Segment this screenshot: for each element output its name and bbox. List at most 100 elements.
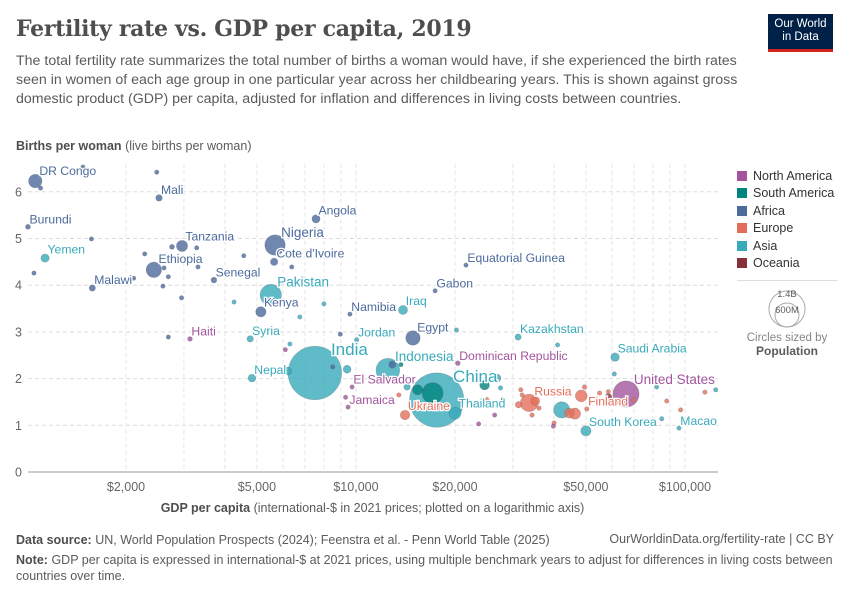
data-point[interactable] [169,244,175,250]
data-point-egypt[interactable] [405,330,421,346]
data-point[interactable] [321,301,327,307]
data-point-jordan[interactable] [354,337,360,343]
data-point-malawi[interactable] [88,284,96,292]
data-point[interactable] [536,405,542,411]
data-point[interactable] [38,185,44,191]
data-point[interactable] [678,407,684,413]
data-point-senegal[interactable] [210,276,218,284]
data-point-macao[interactable] [676,425,682,431]
data-point[interactable] [179,295,185,301]
data-point[interactable] [388,360,397,369]
data-point[interactable] [664,398,670,404]
data-point[interactable] [342,365,352,374]
data-point-saudi-arabia[interactable] [610,352,620,362]
data-point[interactable] [515,401,523,409]
data-point-nigeria[interactable] [264,234,286,256]
data-point[interactable] [702,389,708,395]
data-point[interactable] [194,245,200,251]
data-point-syria[interactable] [246,335,254,343]
data-point[interactable] [343,394,349,400]
data-point[interactable] [529,412,535,418]
data-point-ukraine[interactable] [399,409,411,421]
data-point-haiti[interactable] [187,336,193,342]
legend-item-south-america[interactable]: South America [737,185,834,203]
data-point-finland[interactable] [584,406,590,412]
data-point-ethiopia[interactable] [145,261,162,278]
data-point[interactable] [611,371,617,377]
owid-logo[interactable]: Our World in Data [768,14,833,52]
data-point[interactable] [282,347,288,353]
legend-item-asia[interactable]: Asia [737,237,834,255]
data-point[interactable] [625,418,631,424]
data-point[interactable] [575,389,588,403]
data-point[interactable] [492,412,498,418]
data-point-mali[interactable] [155,194,163,202]
data-point[interactable] [398,362,404,368]
data-point-equatorial-guinea[interactable] [463,262,469,268]
data-point[interactable] [357,348,363,354]
data-point[interactable] [160,283,166,289]
data-point[interactable] [484,397,490,403]
legend-item-north-america[interactable]: North America [737,167,834,185]
data-point[interactable] [337,331,343,337]
data-point[interactable] [530,396,541,406]
data-point-yemen[interactable] [40,253,50,263]
data-point[interactable] [564,407,575,419]
data-point[interactable] [131,275,137,281]
data-point-south-korea[interactable] [580,425,592,437]
data-point[interactable] [659,416,665,422]
data-point-dr-congo[interactable] [28,174,43,189]
data-point[interactable] [154,169,160,175]
legend-item-africa[interactable]: Africa [737,202,834,220]
data-point[interactable] [581,384,588,390]
data-point-tanzania[interactable] [176,240,188,252]
legend-item-oceania[interactable]: Oceania [737,255,834,273]
data-point[interactable] [297,314,303,320]
data-point[interactable] [555,342,561,348]
data-point[interactable] [80,164,86,170]
data-point[interactable] [567,390,573,396]
data-point[interactable] [161,265,167,271]
data-point-namibia[interactable] [347,311,353,317]
data-point[interactable] [330,364,336,370]
data-point[interactable] [142,251,148,257]
data-point[interactable] [654,384,660,390]
data-point[interactable] [618,399,624,405]
data-point-jamaica[interactable] [345,404,351,410]
data-point[interactable] [500,397,506,403]
data-point[interactable] [453,327,459,333]
data-point-dominican-republic[interactable] [455,360,461,366]
data-point-kenya[interactable] [255,306,267,318]
data-point-kazakhstan[interactable] [514,333,522,341]
data-point[interactable] [492,373,502,383]
data-point[interactable] [165,334,171,340]
data-point[interactable] [31,270,37,276]
data-point[interactable] [195,264,201,270]
data-point[interactable] [241,253,247,259]
data-point[interactable] [396,392,402,398]
data-point-iraq[interactable] [398,305,408,315]
data-point[interactable] [231,299,237,305]
data-point-nepal[interactable] [247,373,257,383]
data-point[interactable] [497,385,504,391]
source-url-link[interactable]: OurWorldinData.org/fertility-rate | CC B… [609,532,834,546]
legend-item-europe[interactable]: Europe [737,220,834,238]
data-point[interactable] [165,274,171,280]
data-point[interactable] [344,350,350,356]
data-point-cote-d-ivoire[interactable] [270,257,279,266]
data-point[interactable] [403,383,411,391]
data-point[interactable] [631,397,637,403]
data-point[interactable] [479,379,490,391]
data-point[interactable] [713,387,719,393]
data-point[interactable] [518,387,524,393]
data-point-pakistan[interactable] [259,284,282,307]
data-point-thailand[interactable] [448,406,462,420]
data-point-burundi[interactable] [25,224,31,230]
data-point[interactable] [287,341,293,347]
data-point[interactable] [605,389,611,395]
data-point[interactable] [519,392,525,398]
data-point[interactable] [412,384,424,396]
data-point[interactable] [597,390,603,396]
data-point[interactable] [421,382,444,404]
data-point[interactable] [289,264,295,270]
